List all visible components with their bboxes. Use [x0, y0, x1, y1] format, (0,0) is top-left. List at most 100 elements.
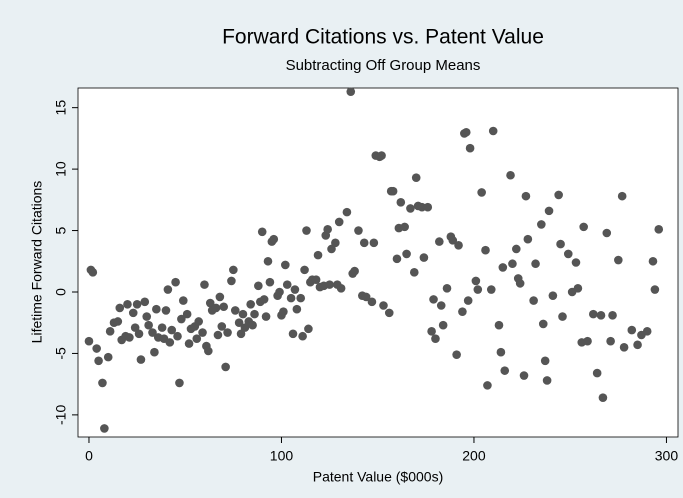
point [282, 280, 292, 289]
point [406, 204, 415, 213]
x-tick-label: 0 [85, 448, 93, 464]
point [448, 236, 458, 245]
point [313, 250, 323, 260]
plot-area [77, 87, 679, 438]
point [384, 308, 394, 318]
point [184, 339, 194, 348]
point [583, 336, 592, 346]
point [259, 295, 269, 304]
point [100, 424, 109, 433]
point [250, 309, 259, 319]
point [175, 378, 184, 388]
point [388, 186, 398, 196]
point [223, 328, 232, 337]
point [150, 347, 159, 357]
point [483, 381, 492, 390]
point [573, 284, 583, 293]
point [633, 340, 642, 350]
point [429, 295, 438, 304]
point [304, 324, 313, 334]
point [198, 328, 207, 337]
point [506, 170, 515, 180]
point [103, 352, 113, 362]
point [642, 327, 652, 336]
point [167, 325, 177, 335]
point [148, 328, 157, 337]
point [125, 333, 134, 342]
point [92, 344, 101, 353]
point [359, 238, 369, 248]
y-tick-label: -5 [53, 347, 69, 360]
point [157, 323, 167, 332]
point [144, 320, 153, 330]
x-tick-label: 200 [462, 448, 486, 464]
point [465, 143, 475, 153]
point [132, 299, 142, 309]
point [200, 280, 209, 289]
point [130, 323, 140, 332]
point [471, 276, 481, 286]
point [442, 284, 452, 293]
point [354, 226, 363, 235]
point [261, 312, 271, 321]
point [454, 240, 463, 250]
point [427, 327, 436, 336]
point [302, 226, 311, 235]
point [275, 287, 284, 297]
point [411, 173, 421, 183]
point [548, 291, 558, 300]
point [325, 280, 334, 289]
point [296, 293, 306, 303]
point [654, 225, 664, 234]
point [113, 317, 123, 326]
point [608, 311, 617, 320]
point [512, 244, 521, 254]
point [300, 265, 309, 275]
point [165, 338, 175, 347]
point [265, 277, 275, 287]
point [361, 292, 371, 302]
point [452, 350, 461, 359]
point [438, 320, 448, 330]
point [602, 228, 612, 238]
point [105, 327, 115, 336]
point [496, 347, 506, 357]
chart-title: Forward Citations vs. Patent Value [222, 26, 544, 49]
point [205, 298, 215, 308]
point [128, 308, 138, 318]
point [617, 191, 627, 201]
point [596, 311, 606, 320]
point [598, 393, 608, 402]
point [219, 302, 229, 312]
point [178, 296, 188, 305]
point [377, 151, 386, 160]
point [182, 309, 192, 319]
point [194, 317, 203, 326]
point [336, 284, 346, 293]
point [229, 265, 238, 275]
point [542, 376, 552, 385]
point [435, 237, 444, 246]
point [177, 314, 186, 324]
y-tick-label: 5 [53, 226, 69, 234]
y-tick-label: 10 [53, 161, 69, 177]
point [486, 285, 496, 294]
point [213, 330, 223, 340]
point [171, 277, 180, 287]
point [257, 227, 267, 237]
chart-subtitle: Subtracting Off Group Means [286, 57, 481, 74]
point [523, 234, 533, 244]
point [331, 238, 340, 248]
point [614, 255, 623, 265]
point [531, 259, 540, 269]
x-axis-label: Patent Value ($000s) [313, 469, 444, 485]
point [589, 309, 598, 319]
point [248, 320, 257, 330]
point [392, 254, 402, 264]
point [152, 304, 161, 314]
point [334, 217, 344, 227]
point [136, 355, 146, 364]
point [379, 301, 388, 310]
point [529, 296, 538, 305]
point [563, 249, 573, 259]
